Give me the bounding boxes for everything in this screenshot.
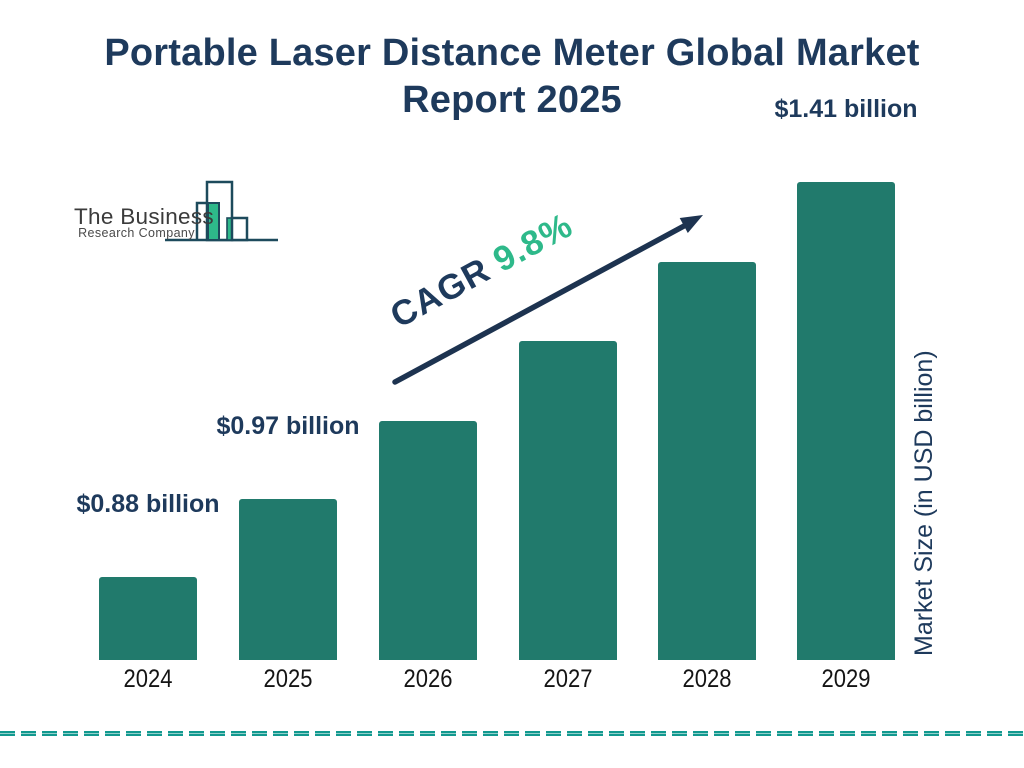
logo-text-line1: The Business <box>74 204 214 229</box>
x-tick-2029: 2029 <box>821 665 871 693</box>
y-axis-title: Market Size (in USD billion) <box>910 350 938 656</box>
bottom-dashed-divider <box>0 731 1024 736</box>
page-title: Portable Laser Distance Meter Global Mar… <box>0 30 1024 124</box>
bar-2029 <box>797 182 895 660</box>
bar-2028 <box>658 262 756 660</box>
x-tick-2026: 2026 <box>403 665 453 693</box>
x-tick-2028: 2028 <box>682 665 732 693</box>
page-title-line1: Portable Laser Distance Meter Global Mar… <box>104 32 920 74</box>
x-tick-2027: 2027 <box>543 665 593 693</box>
cagr-trend-arrow-icon <box>392 215 703 385</box>
logo-bars-icon <box>165 180 278 242</box>
value-label-2025: $0.97 billion <box>216 412 360 440</box>
bar-2025 <box>239 499 337 660</box>
bar-2026 <box>379 421 477 660</box>
page-title-line2: Report 2025 <box>402 79 622 121</box>
company-logo: The Business Research Company <box>60 160 305 255</box>
x-tick-2024: 2024 <box>123 665 173 693</box>
value-label-2024: $0.88 billion <box>76 490 220 518</box>
x-tick-2025: 2025 <box>263 665 313 693</box>
bar-2024 <box>99 577 197 660</box>
bar-2027 <box>519 341 617 660</box>
logo-text-line2: Research Company <box>78 226 195 240</box>
value-label-2029: $1.41 billion <box>774 95 918 123</box>
